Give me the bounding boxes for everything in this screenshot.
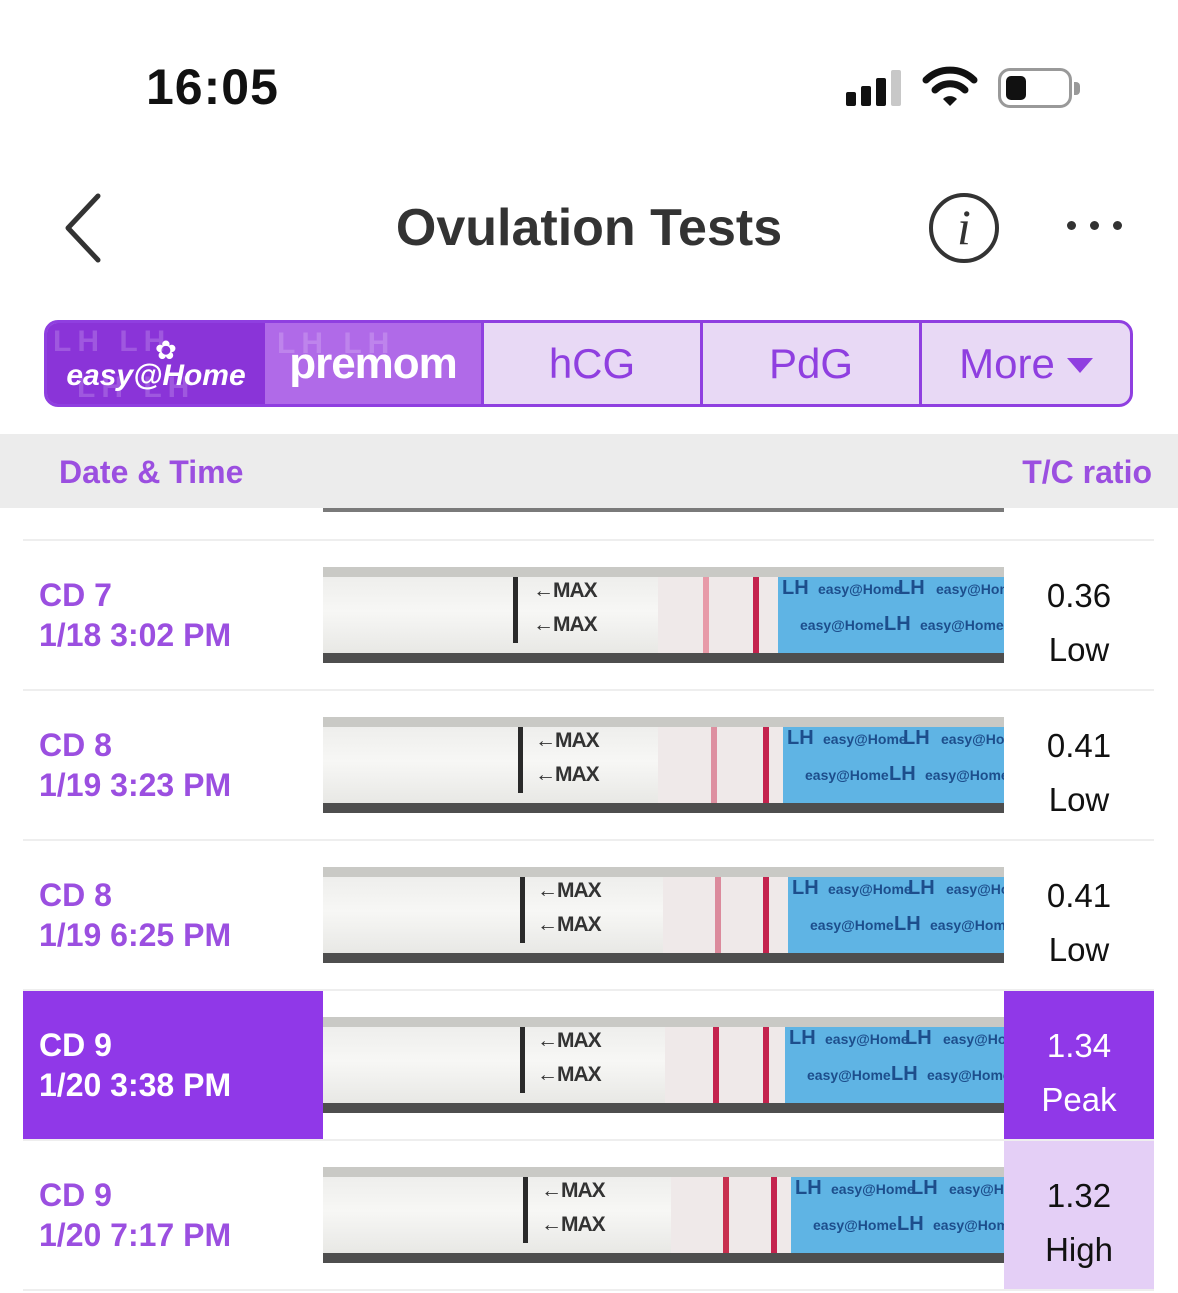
test-date-cell[interactable]: CD 7 1/18 3:02 PM	[23, 541, 323, 689]
wifi-icon	[922, 66, 978, 106]
test-line	[713, 1027, 719, 1103]
cellular-signal-icon	[846, 70, 906, 106]
max-label: ←MAX	[537, 879, 602, 902]
tc-ratio-value: 0.41	[1046, 877, 1112, 914]
cycle-day: CD 8	[39, 877, 112, 913]
test-row[interactable]: CD 8 1/19 6:25 PM ←MAX ←MAX LH easy@Home…	[23, 841, 1154, 991]
test-strip-image[interactable]: ←MAX ←MAX LH easy@Home LH easy@Home easy…	[323, 1167, 1004, 1263]
test-date-cell[interactable]: CD 8 1/19 3:23 PM	[23, 691, 323, 839]
tc-ratio-cell[interactable]: 0.36 Low	[1004, 541, 1154, 689]
lh-level-label: Low	[1048, 631, 1110, 668]
row-divider	[23, 1289, 1154, 1291]
row-divider	[23, 689, 1154, 691]
tc-ratio-value: 0.36	[1046, 577, 1112, 614]
test-line	[715, 877, 721, 953]
test-row[interactable]: CD 9 1/20 7:17 PM ←MAX ←MAX LH easy@Home…	[23, 1141, 1154, 1291]
test-line	[711, 727, 717, 803]
tab-hcg[interactable]: hCG	[484, 323, 703, 404]
cycle-day: CD 8	[39, 727, 112, 763]
max-label: ←MAX	[541, 1213, 606, 1236]
test-strip-image[interactable]: ←MAX ←MAX LH easy@Home LH easy@Home easy…	[323, 867, 1004, 963]
max-label: ←MAX	[537, 1029, 602, 1052]
lh-level-label: Peak	[1041, 1081, 1117, 1118]
table-header: Date & Time T/C ratio	[0, 434, 1178, 508]
max-label: ←MAX	[535, 763, 600, 786]
test-strip-image[interactable]: ←MAX ←MAX LH easy@Home LH easy@Home easy…	[323, 567, 1004, 663]
test-row[interactable]: CD 9 1/20 3:38 PM ←MAX ←MAX LH easy@Home…	[23, 991, 1154, 1141]
max-label: ←MAX	[537, 913, 602, 936]
premom-logo: LH LH premom	[265, 323, 481, 404]
caret-down-icon	[1066, 358, 1093, 373]
tc-ratio-value: 1.32	[1046, 1177, 1112, 1214]
tc-ratio-cell[interactable]: 1.34 Peak	[1004, 991, 1154, 1139]
more-options-icon[interactable]	[1060, 205, 1130, 245]
test-type-selector: LH LH LH LH ✿ easy@Home LH LH premom hCG…	[44, 320, 1133, 407]
control-line	[763, 877, 769, 953]
column-header-date: Date & Time	[59, 454, 244, 490]
control-line	[771, 1177, 777, 1253]
row-divider	[23, 1139, 1154, 1141]
test-datetime: 1/19 3:23 PM	[39, 767, 232, 803]
test-date-cell[interactable]: CD 9 1/20 3:38 PM	[23, 991, 323, 1139]
tab-more[interactable]: More	[922, 323, 1130, 404]
test-line	[723, 1177, 729, 1253]
test-row[interactable]: CD 8 1/19 3:23 PM ←MAX ←MAX LH easy@Home…	[23, 691, 1154, 841]
row-divider	[23, 539, 1154, 541]
max-label: ←MAX	[533, 613, 598, 636]
test-datetime: 1/20 3:38 PM	[39, 1067, 232, 1103]
back-chevron-icon[interactable]	[56, 190, 116, 266]
page-title: Ovulation Tests	[395, 199, 783, 257]
test-date-cell[interactable]: CD 9 1/20 7:17 PM	[23, 1141, 323, 1289]
info-icon[interactable]: i	[929, 193, 999, 263]
tc-ratio-cell[interactable]: 0.41 Low	[1004, 691, 1154, 839]
tc-ratio-value: 1.34	[1046, 1027, 1112, 1064]
test-datetime: 1/19 6:25 PM	[39, 917, 232, 953]
test-strip-image[interactable]: ←MAX ←MAX LH easy@Home LH easy@Home easy…	[323, 717, 1004, 813]
flower-icon: ✿	[155, 335, 177, 365]
cycle-day: CD 9	[39, 1027, 112, 1063]
row-divider	[23, 839, 1154, 841]
control-line	[763, 1027, 769, 1103]
tab-pdg[interactable]: PdG	[703, 323, 922, 404]
tc-ratio-value: 0.41	[1046, 727, 1112, 764]
test-strip-image[interactable]: ←MAX ←MAX LH easy@Home LH easy@Home easy…	[323, 1017, 1004, 1113]
previous-strip-edge	[323, 508, 1004, 512]
lh-level-label: Low	[1048, 931, 1110, 968]
control-line	[763, 727, 769, 803]
status-time: 16:05	[146, 59, 279, 115]
control-line	[753, 577, 759, 653]
lh-level-label: High	[1045, 1231, 1113, 1268]
max-label: ←MAX	[541, 1179, 606, 1202]
max-label: ←MAX	[537, 1063, 602, 1086]
tab-lh-brand[interactable]: LH LH LH LH ✿ easy@Home LH LH premom	[47, 323, 484, 404]
test-line	[703, 577, 709, 653]
test-datetime: 1/18 3:02 PM	[39, 617, 232, 653]
tc-ratio-cell[interactable]: 0.41 Low	[1004, 841, 1154, 989]
battery-icon	[998, 68, 1080, 108]
max-label: ←MAX	[535, 729, 600, 752]
test-date-cell[interactable]: CD 8 1/19 6:25 PM	[23, 841, 323, 989]
row-divider	[23, 989, 1154, 991]
column-header-ratio: T/C ratio	[1022, 454, 1152, 490]
test-row[interactable]: CD 7 1/18 3:02 PM ←MAX ←MAX LH easy@Home…	[23, 541, 1154, 691]
cycle-day: CD 7	[39, 577, 112, 613]
tc-ratio-cell[interactable]: 1.32 High	[1004, 1141, 1154, 1289]
test-datetime: 1/20 7:17 PM	[39, 1217, 232, 1253]
lh-level-label: Low	[1048, 781, 1110, 818]
cycle-day: CD 9	[39, 1177, 112, 1213]
max-label: ←MAX	[533, 579, 598, 602]
easy-at-home-logo: LH LH LH LH ✿ easy@Home	[47, 323, 265, 404]
